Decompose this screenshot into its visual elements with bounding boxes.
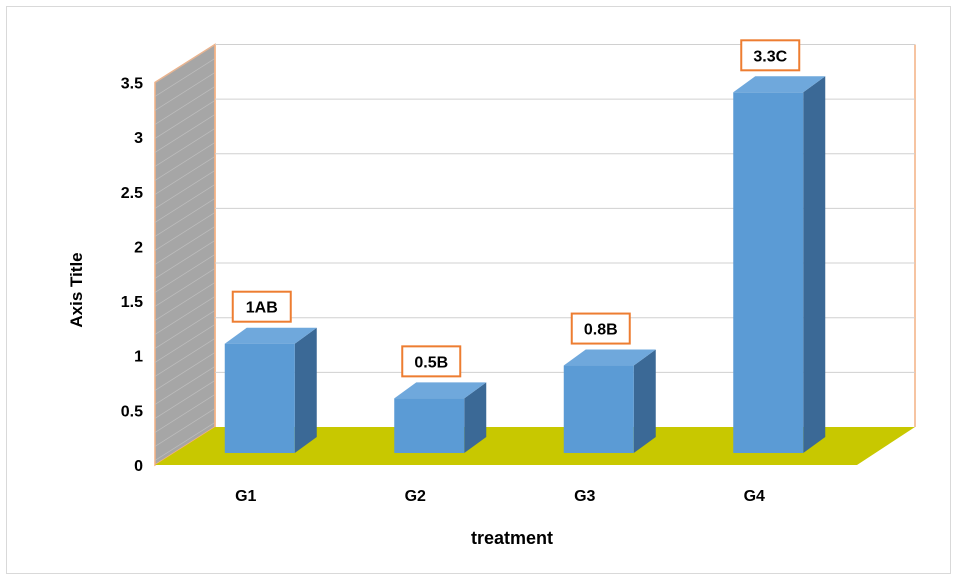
floor: [155, 427, 915, 465]
side-wall-hatch: [155, 226, 215, 265]
y-tick-label: 2: [134, 239, 143, 256]
side-wall-hatch: [155, 282, 215, 321]
data-label-box: [231, 290, 292, 323]
side-wall-hatch: [155, 422, 215, 461]
bar-side: [633, 349, 656, 453]
x-tick-label: G1: [235, 488, 256, 505]
side-wall-hatch: [155, 86, 215, 125]
data-label-g2: 0.5B: [401, 345, 462, 378]
bar-g1: [224, 327, 317, 453]
data-label-box: [740, 39, 801, 72]
side-wall-hatch: [155, 58, 215, 97]
side-wall-hatch: [155, 310, 215, 349]
data-label-text: 3.3C: [753, 48, 787, 65]
chart-frame: 0 0.5 1 1.5 2 2.5 3 3.5 1AB 0.5B 0.8B 3.3C G1 G2 G3 G…: [6, 6, 951, 574]
data-label-box: [401, 345, 462, 378]
side-wall: [154, 43, 216, 467]
bar-side: [294, 327, 317, 453]
bar-top: [733, 76, 826, 93]
side-wall-hatch: [155, 338, 215, 377]
y-tick-label: 3.5: [121, 75, 143, 92]
x-tick-label: G4: [744, 488, 765, 505]
side-wall-hatch: [155, 268, 215, 307]
side-wall-hatch: [155, 100, 215, 139]
y-tick-label: 1: [134, 349, 143, 366]
bar-front: [733, 92, 804, 453]
data-label-g4: 3.3C: [740, 39, 801, 72]
side-wall-hatch: [155, 254, 215, 293]
bar-front: [563, 365, 634, 453]
y-tick-label: 2.5: [121, 185, 143, 202]
bars: [224, 76, 826, 453]
side-wall-hatch: [155, 128, 215, 167]
bar-side: [803, 76, 826, 453]
data-labels: 1AB 0.5B 0.8B 3.3C: [231, 39, 801, 378]
bar-g4: [733, 76, 826, 453]
side-wall-hatch: [155, 142, 215, 181]
bar-top: [394, 382, 487, 399]
side-wall-hatch: [155, 184, 215, 223]
side-wall-hatch: [155, 114, 215, 153]
side-wall-hatch: [155, 394, 215, 433]
y-tick-label: 0: [134, 458, 143, 475]
data-label-box: [570, 312, 631, 345]
chart-floor: [155, 427, 915, 465]
x-tick-label: G2: [405, 488, 426, 505]
side-wall-hatch: [155, 380, 215, 419]
side-wall-hatch: [155, 156, 215, 195]
side-wall-hatch: [155, 212, 215, 251]
data-label-g3: 0.8B: [570, 312, 631, 345]
y-axis-ticks: 0 0.5 1 1.5 2 2.5 3 3.5: [121, 75, 143, 475]
side-wall-hatch: [155, 198, 215, 237]
chart-walls: [154, 43, 916, 467]
data-label-g1: 1AB: [231, 290, 292, 323]
bar-top: [563, 349, 656, 366]
side-wall-hatch: [155, 240, 215, 279]
side-wall-hatch: [155, 408, 215, 447]
side-wall-hatch: [155, 170, 215, 209]
bar-top: [224, 327, 317, 344]
x-axis-ticks: G1 G2 G3 G4: [235, 488, 765, 505]
y-axis-title: Axis Title: [67, 252, 86, 327]
x-tick-label: G3: [574, 488, 595, 505]
bar-side: [464, 382, 487, 453]
y-tick-label: 1.5: [121, 294, 143, 311]
side-wall-hatch: [155, 324, 215, 363]
bar-g2: [394, 382, 487, 453]
y-tick-label: 3: [134, 130, 143, 147]
side-wall-hatch: [155, 352, 215, 391]
y-tick-label: 0.5: [121, 403, 143, 420]
bar-front: [224, 343, 295, 453]
data-label-text: 0.8B: [584, 322, 618, 339]
bar-g3: [563, 349, 656, 453]
x-axis-title: treatment: [471, 528, 553, 548]
bar-front: [394, 398, 465, 453]
side-wall-hatch: [155, 366, 215, 405]
side-wall-hatch: [155, 296, 215, 335]
data-label-text: 0.5B: [414, 354, 448, 371]
data-label-text: 1AB: [246, 300, 278, 317]
side-wall-hatch: [155, 72, 215, 111]
